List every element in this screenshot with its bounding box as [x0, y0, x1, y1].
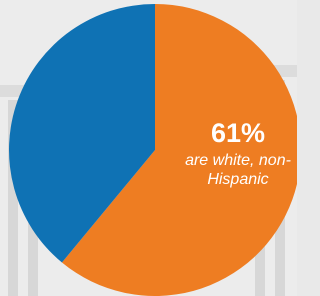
- page: 61% are white, non-Hispanic (() => { con…: [0, 0, 297, 296]
- value-label: 61%: [178, 118, 298, 149]
- category-label: are white, non-Hispanic: [168, 151, 308, 189]
